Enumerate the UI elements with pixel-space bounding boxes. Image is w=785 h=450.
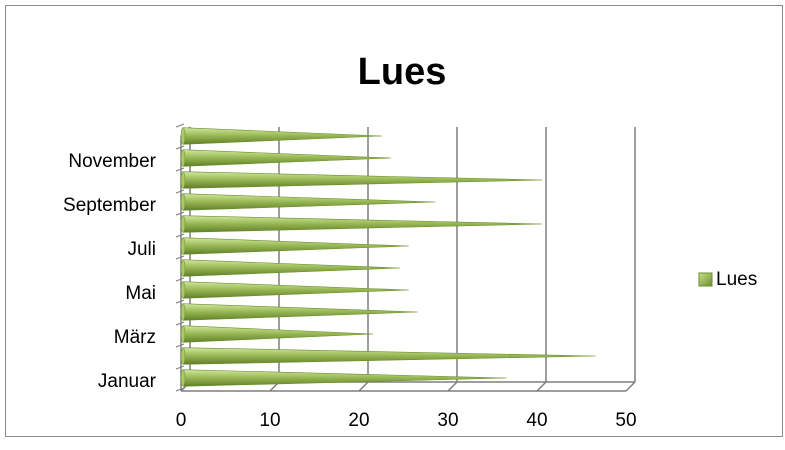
bar-september <box>182 193 436 211</box>
bar-januar <box>182 369 507 387</box>
bar-dezember <box>182 127 383 145</box>
category-tick <box>175 365 185 370</box>
bar-base <box>180 193 186 211</box>
bar-base <box>180 215 186 233</box>
gridline-floor <box>625 381 636 392</box>
value-tick-label: 10 <box>259 410 280 431</box>
bar-juli <box>182 237 409 255</box>
bars <box>180 127 596 387</box>
value-tick-label: 30 <box>437 410 458 431</box>
value-tick-label: 50 <box>615 410 636 431</box>
category-axis-labels: Januar März Mai Juli September November <box>63 151 157 392</box>
category-tick <box>175 123 185 128</box>
legend-label: Lues <box>716 269 757 290</box>
category-label: September <box>63 195 157 216</box>
bar-base <box>180 347 186 365</box>
gridline-floor <box>358 381 369 392</box>
category-tick <box>175 343 185 348</box>
bar-august <box>182 215 543 233</box>
bar-märz <box>182 325 374 343</box>
category-tick <box>175 211 185 216</box>
category-tick <box>175 299 185 304</box>
category-label: März <box>114 327 156 348</box>
category-label: Januar <box>98 371 157 392</box>
bar-base <box>180 325 186 343</box>
legend-swatch <box>698 272 713 287</box>
bar-base <box>180 369 186 387</box>
category-tick <box>175 255 185 260</box>
bar-base <box>180 171 186 189</box>
bar-oktober <box>182 171 543 189</box>
category-tick <box>175 277 185 282</box>
category-tick <box>175 387 185 392</box>
category-tick <box>175 321 185 326</box>
chart-area: Lues Januar März Mai Juli September November … <box>5 5 783 437</box>
category-label: November <box>68 151 156 172</box>
bar-base <box>180 237 186 255</box>
bar-base <box>180 259 186 277</box>
bar-base <box>180 281 186 299</box>
value-tick-label: 20 <box>348 410 369 431</box>
gridline-floor <box>536 381 547 392</box>
bar-base <box>180 303 186 321</box>
value-tick-label: 40 <box>526 410 547 431</box>
bar-mai <box>182 281 409 299</box>
legend: Lues <box>698 269 757 290</box>
category-tick <box>175 145 185 150</box>
category-tick <box>175 167 185 172</box>
bar-base <box>180 149 186 167</box>
gridline-floor <box>447 381 458 392</box>
chart-title: Lues <box>358 51 447 93</box>
category-label: Juli <box>127 239 156 260</box>
bar-november <box>182 149 392 167</box>
value-axis-labels: 0 10 20 30 40 50 <box>176 410 637 431</box>
category-label: Mai <box>125 283 156 304</box>
category-tick <box>175 233 185 238</box>
bar-februar <box>182 347 596 365</box>
bar-base <box>180 127 186 145</box>
chart-svg: Lues JanuarMärzMaiJuliSeptemberNovember … <box>63 51 757 431</box>
value-tick-label: 0 <box>176 410 187 431</box>
bar-april <box>182 303 418 321</box>
category-tick <box>175 189 185 194</box>
